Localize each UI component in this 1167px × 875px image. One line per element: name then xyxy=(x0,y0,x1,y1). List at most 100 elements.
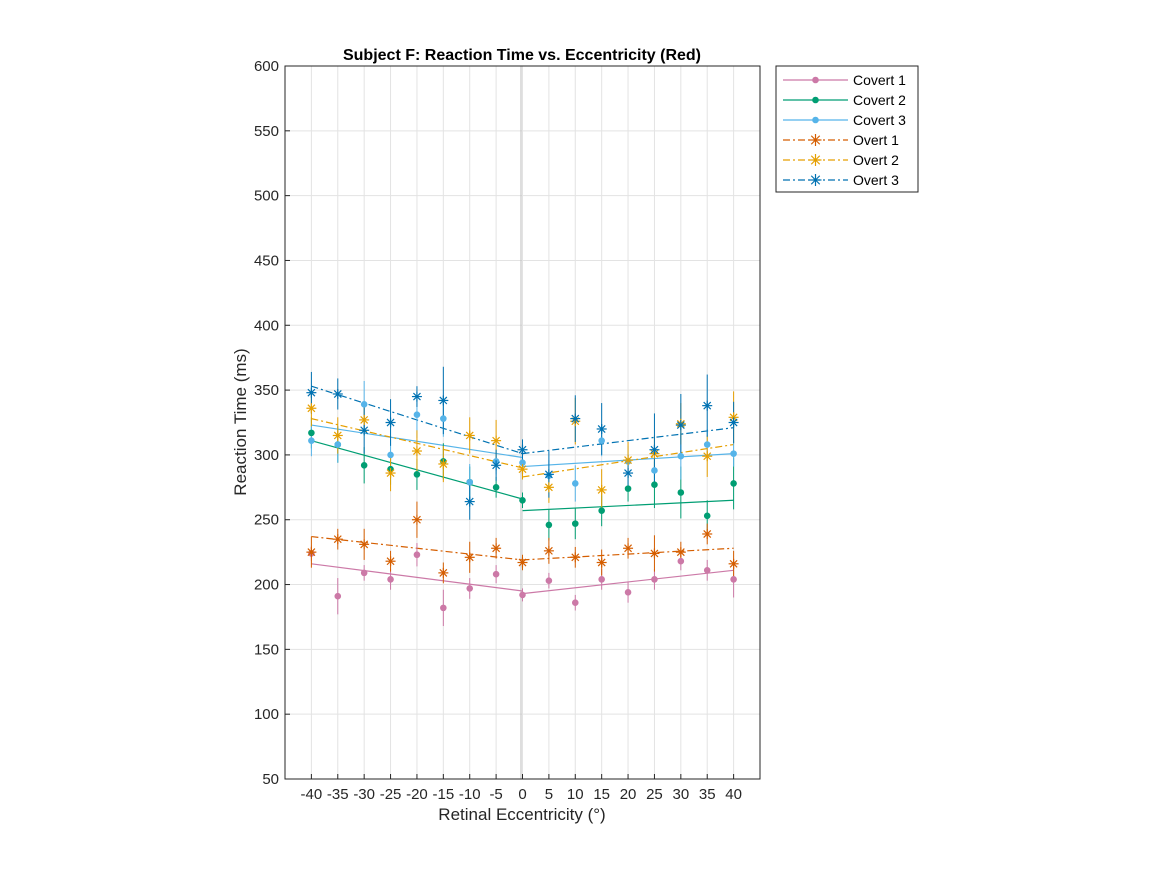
data-point xyxy=(730,480,737,487)
data-point xyxy=(649,548,660,559)
x-tick-label: -40 xyxy=(301,786,323,803)
y-tick-label: 300 xyxy=(254,447,279,464)
x-tick-label: 35 xyxy=(699,786,716,803)
y-axis-label: Reaction Time (ms) xyxy=(231,348,250,495)
data-point xyxy=(308,429,315,437)
x-tick-label: 40 xyxy=(725,786,742,803)
y-tick-label: 50 xyxy=(262,771,279,788)
data-point xyxy=(438,567,449,578)
data-point xyxy=(677,452,685,460)
x-tick-label: -15 xyxy=(432,786,454,803)
data-point xyxy=(571,599,579,606)
fit-lines xyxy=(311,385,734,595)
data-point xyxy=(651,576,658,583)
x-tick-label: 5 xyxy=(545,786,553,803)
data-point xyxy=(332,388,343,399)
data-point xyxy=(651,467,658,474)
x-axis-label: Retinal Eccentricity (°) xyxy=(438,805,605,824)
data-point xyxy=(306,387,317,398)
data-point xyxy=(624,485,632,492)
data-point xyxy=(728,417,739,428)
data-point xyxy=(492,570,500,578)
x-tick-label: 20 xyxy=(620,786,637,803)
data-point xyxy=(730,450,737,457)
data-point xyxy=(360,461,368,469)
data-point xyxy=(385,468,396,479)
fit-line xyxy=(522,427,734,455)
x-tick-label: 15 xyxy=(593,786,610,803)
legend-label: Covert 2 xyxy=(853,92,906,108)
legend-marker xyxy=(809,174,822,186)
y-tick-label: 350 xyxy=(254,382,279,399)
y-tick-label: 550 xyxy=(254,123,279,140)
data-point xyxy=(464,552,475,563)
data-point xyxy=(570,552,581,563)
x-tick-label: -20 xyxy=(406,786,428,803)
data-point xyxy=(571,480,579,487)
data-point xyxy=(545,521,553,529)
data-point xyxy=(651,481,658,489)
data-point xyxy=(543,469,554,480)
y-tick-label: 150 xyxy=(254,641,279,658)
data-point xyxy=(571,520,579,527)
data-point xyxy=(332,430,343,441)
x-tick-label: -30 xyxy=(353,786,375,803)
data-point xyxy=(596,557,607,568)
data-point xyxy=(385,417,396,428)
data-point xyxy=(387,576,394,583)
data-point xyxy=(519,591,526,599)
data-point xyxy=(464,496,475,507)
data-point xyxy=(598,507,605,514)
legend-marker xyxy=(812,96,819,104)
data-point xyxy=(440,415,447,422)
data-point xyxy=(598,437,605,444)
legend-marker xyxy=(812,116,819,124)
legend-label: Overt 1 xyxy=(853,132,899,148)
x-tick-label: 0 xyxy=(518,786,526,803)
data-point xyxy=(624,589,632,596)
data-point xyxy=(413,471,421,478)
legend-marker xyxy=(809,134,822,146)
legend-marker xyxy=(809,154,822,166)
data-point xyxy=(334,592,342,600)
data-point xyxy=(360,569,368,577)
data-point xyxy=(570,413,581,424)
legend-label: Overt 3 xyxy=(853,172,899,188)
data-point xyxy=(517,464,528,475)
data-point xyxy=(543,482,554,493)
data-point xyxy=(411,446,422,457)
data-point xyxy=(359,425,370,436)
legend-label: Covert 3 xyxy=(853,112,906,128)
data-point xyxy=(359,539,370,550)
data-point xyxy=(598,576,605,583)
data-point xyxy=(543,545,554,556)
y-tick-label: 500 xyxy=(254,188,279,205)
y-ticks: 50 100 150 200 250 300 350 400 450 500 550 600 xyxy=(254,58,290,788)
data-point xyxy=(491,435,502,446)
fit-line xyxy=(311,563,523,592)
data-point xyxy=(728,558,739,569)
legend-box xyxy=(775,65,919,193)
data-point xyxy=(675,420,686,431)
x-ticks: -40 -35 -30 -25 -20 -15 -10 -5 0 5 10 15 20 25 30 35 40 xyxy=(301,774,742,803)
legend-label: Covert 1 xyxy=(853,72,906,88)
y-tick-label: 600 xyxy=(254,58,279,75)
data-point xyxy=(623,455,634,466)
data-point xyxy=(517,444,528,455)
data-point xyxy=(677,489,685,496)
data-point xyxy=(466,585,474,592)
data-point xyxy=(702,400,713,411)
x-tick-label: -5 xyxy=(489,786,502,803)
data-point xyxy=(438,458,449,469)
data-point xyxy=(413,411,421,419)
y-tick-label: 100 xyxy=(254,706,279,723)
data-point xyxy=(308,437,315,444)
data-point xyxy=(675,547,686,558)
legend: Covert 1 Covert 2 Covert 3 Overt 1 Overt 2 Ov… xyxy=(775,65,919,193)
y-tick-label: 450 xyxy=(254,252,279,269)
y-tick-label: 400 xyxy=(254,317,279,334)
x-tick-label: -10 xyxy=(459,786,481,803)
data-point xyxy=(306,403,317,414)
data-point xyxy=(464,430,475,441)
